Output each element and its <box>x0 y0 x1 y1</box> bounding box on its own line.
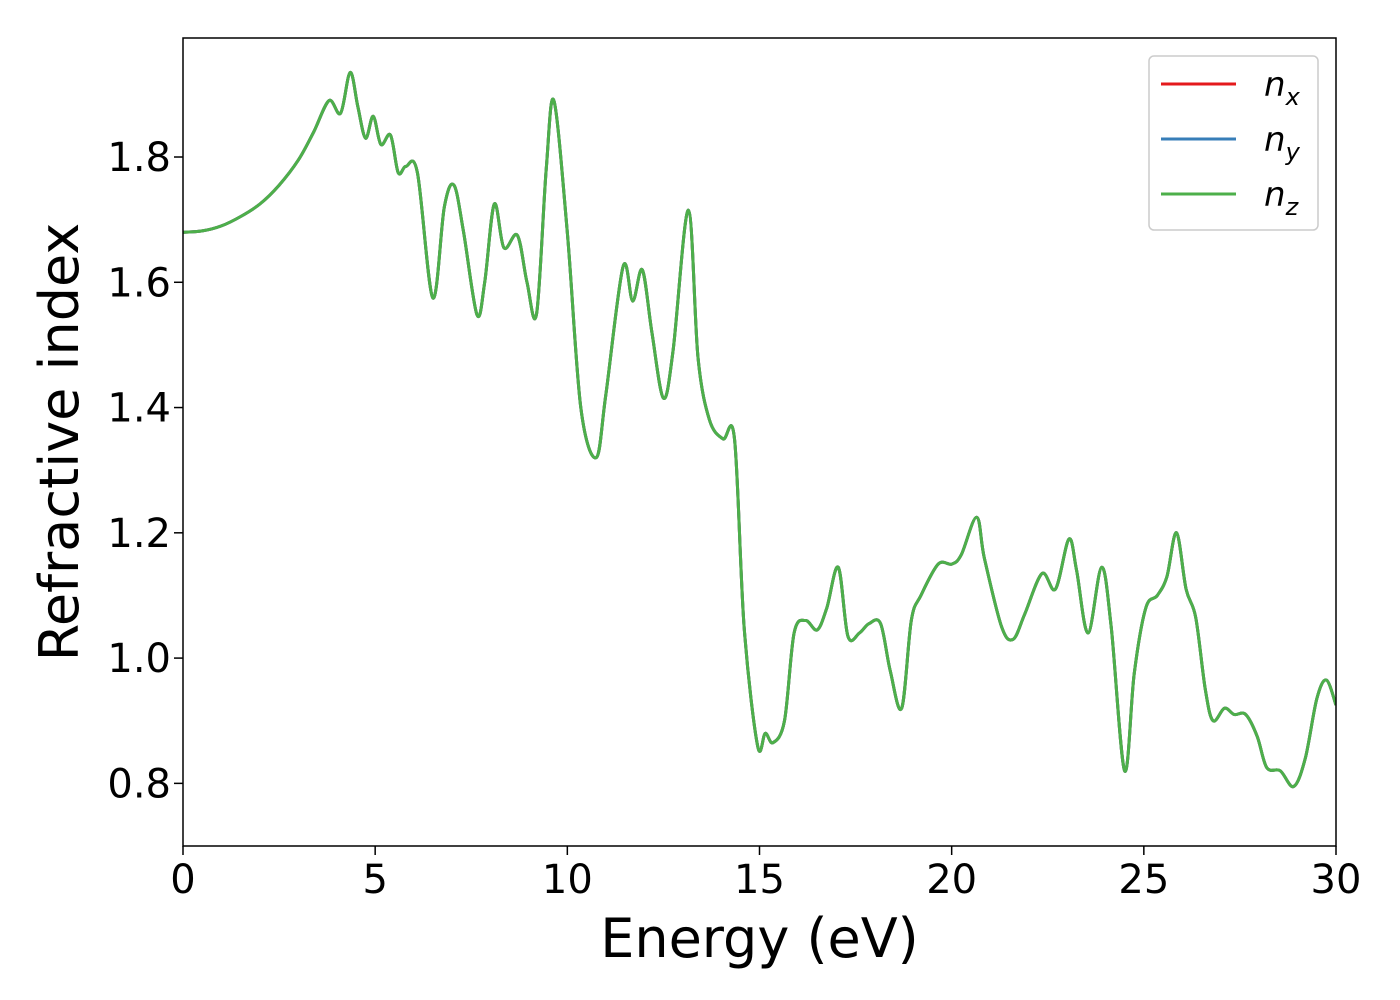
legend-label-n-y: ny <box>1264 120 1301 166</box>
x-tick-label: 0 <box>170 857 195 903</box>
y-axis-title: Refractive index <box>28 223 91 662</box>
series-layer <box>183 70 1336 789</box>
y-tick-label: 1.8 <box>107 135 171 181</box>
x-axis-ticks: 0 5 10 15 20 25 30 <box>170 846 1361 903</box>
legend: nx ny nz <box>1148 55 1319 231</box>
x-axis-title: Energy (eV) <box>600 907 919 970</box>
x-tick-label: 5 <box>362 857 387 903</box>
legend-label-n-x: nx <box>1264 65 1301 111</box>
legend-box <box>1148 55 1319 231</box>
y-tick-label: 1.4 <box>107 386 171 432</box>
y-tick-label: 1.6 <box>107 260 171 306</box>
y-tick-label: 1.2 <box>107 511 171 557</box>
y-tick-label: 0.8 <box>107 761 171 807</box>
y-tick-label: 1.0 <box>107 636 171 682</box>
x-tick-label: 20 <box>926 857 977 903</box>
series-line-n-z <box>183 70 1336 789</box>
x-tick-label: 15 <box>734 857 785 903</box>
y-axis-ticks: 0.8 1.0 1.2 1.4 1.6 1.8 <box>107 135 183 807</box>
legend-label-n-z: nz <box>1264 175 1300 221</box>
x-tick-label: 10 <box>542 857 593 903</box>
x-tick-label: 25 <box>1118 857 1169 903</box>
x-tick-label: 30 <box>1311 857 1362 903</box>
